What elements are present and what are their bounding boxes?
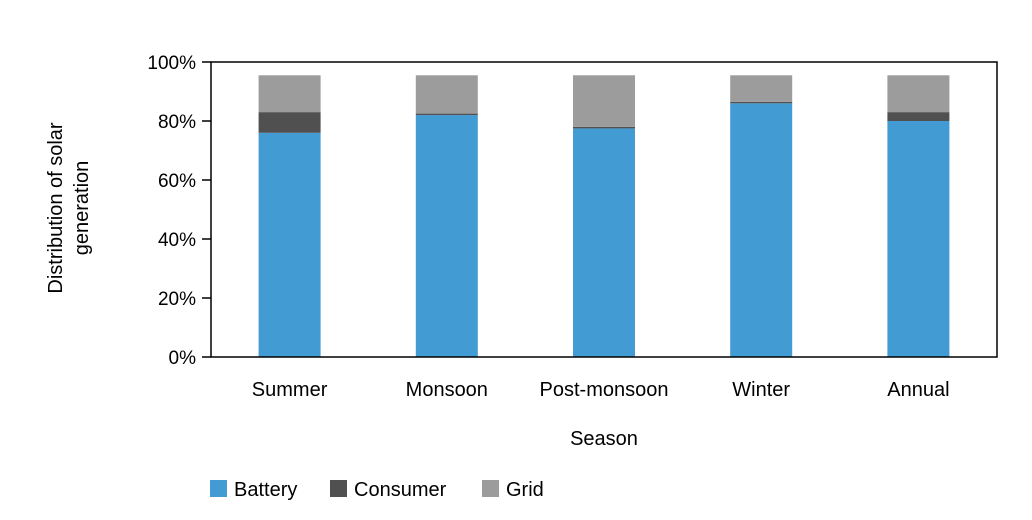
bar-winter-battery <box>730 103 793 357</box>
y-tick-label: 80% <box>158 112 196 133</box>
y-tick-label: 40% <box>158 230 196 251</box>
bars-group <box>258 75 950 357</box>
legend-label-consumer: Consumer <box>354 479 447 501</box>
bar-post-monsoon-consumer <box>573 126 635 129</box>
bar-monsoon-battery <box>415 115 478 357</box>
bar-post-monsoon-grid <box>573 75 635 127</box>
bar-monsoon-consumer <box>415 113 478 116</box>
legend-swatch-grid <box>482 480 499 497</box>
bar-summer-consumer <box>258 112 321 133</box>
y-axis-title-line-1: Distribution of solar <box>45 122 67 294</box>
bar-annual-consumer <box>887 112 950 121</box>
legend: Battery Consumer Grid <box>210 479 544 501</box>
bar-winter-consumer <box>730 101 793 104</box>
x-tick-label: Monsoon <box>406 379 488 401</box>
bar-summer-grid <box>258 75 321 113</box>
legend-label-grid: Grid <box>506 479 544 501</box>
x-axis: Summer Monsoon Post-monsoon Winter Annual <box>252 379 950 401</box>
plot-frame <box>210 61 998 358</box>
legend-label-battery: Battery <box>234 479 297 501</box>
y-axis-title: Distribution of solar generation <box>45 122 93 294</box>
x-tick-label: Annual <box>887 379 949 401</box>
bar-annual-battery <box>887 121 950 357</box>
x-tick-label: Post-monsoon <box>540 379 669 401</box>
bar-summer-battery <box>258 132 321 357</box>
y-axis-title-line-2: generation <box>71 161 93 256</box>
y-axis: 0% 20% 40% 60% 80% 100% <box>147 53 211 369</box>
y-tick-label: 20% <box>158 289 196 310</box>
bar-annual-grid <box>887 75 950 113</box>
x-tick-label: Winter <box>732 379 790 401</box>
legend-swatch-battery <box>210 480 227 497</box>
x-axis-title: Season <box>570 428 638 450</box>
y-tick-label: 100% <box>147 53 196 74</box>
bar-post-monsoon-battery <box>573 128 635 357</box>
y-tick-label: 60% <box>158 171 196 192</box>
legend-swatch-consumer <box>330 480 347 497</box>
y-tick-label: 0% <box>169 348 197 369</box>
bar-monsoon-grid <box>415 75 478 114</box>
x-tick-label: Summer <box>252 379 328 401</box>
bar-winter-grid <box>730 75 793 102</box>
